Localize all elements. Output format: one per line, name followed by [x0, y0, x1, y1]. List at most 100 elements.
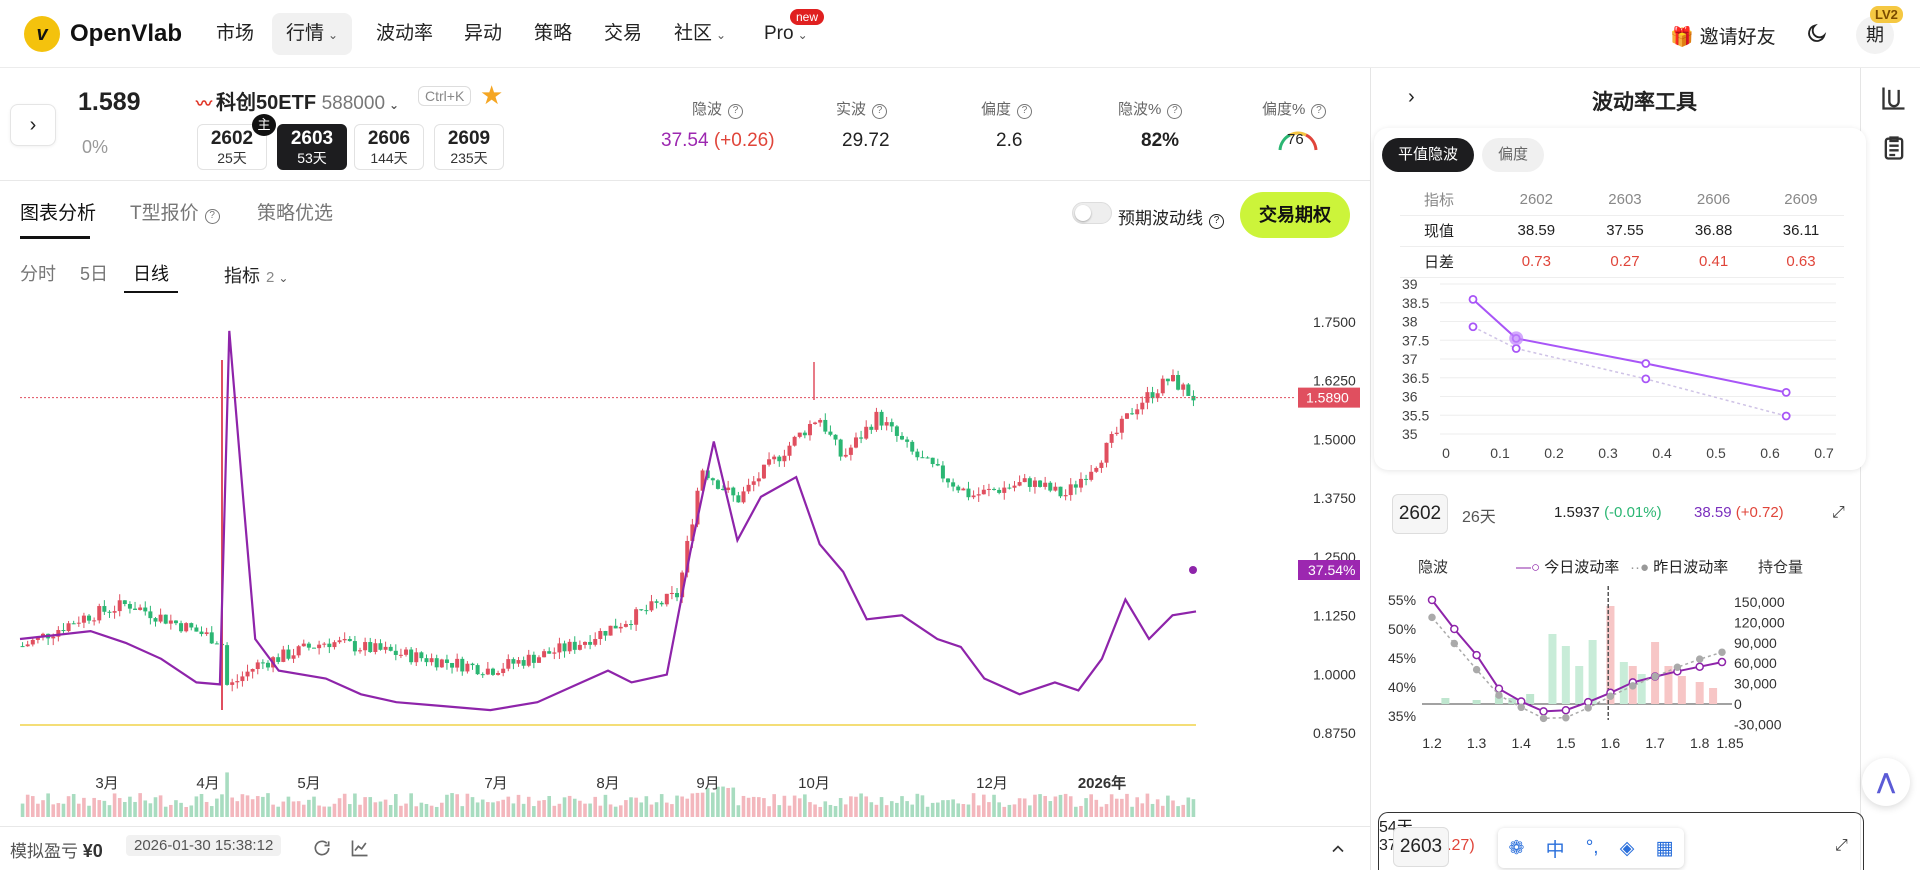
chevron-down-icon: ⌄	[389, 98, 400, 112]
ime-toolbar[interactable]: ❁ 中 °, ◈ ▦	[1498, 828, 1684, 868]
candle	[347, 638, 352, 642]
favorite-star-icon[interactable]: ★	[480, 80, 504, 110]
ime-lang[interactable]: 中	[1545, 839, 1565, 861]
sim-pnl[interactable]: 模拟盈亏 ¥0	[10, 841, 103, 861]
ime-grid-icon[interactable]: ▦	[1655, 837, 1674, 859]
volume-bar	[976, 805, 981, 817]
candle	[358, 650, 363, 652]
help-icon[interactable]: ?	[1017, 104, 1033, 119]
legend-today[interactable]: —○ 今日波动率	[1516, 559, 1620, 576]
volume-bar	[879, 797, 884, 817]
collapse-panel-icon[interactable]: ›	[1408, 86, 1415, 108]
candle	[685, 540, 690, 573]
volume-bar	[235, 801, 240, 817]
volume-bar	[255, 796, 260, 817]
logo-text[interactable]: OpenVlab	[70, 20, 183, 47]
volume-bar	[864, 796, 869, 817]
help-icon[interactable]: ?	[204, 209, 220, 224]
volume-bar	[695, 792, 700, 817]
tab-strategy-picks[interactable]: 策略优选	[257, 203, 334, 224]
symbol-selector[interactable]: 〰科创50ETF 588000 ⌄	[196, 92, 400, 114]
expiry-card-2603: 2603 54天 37.55 (+0.27) ⤢	[1378, 812, 1864, 870]
nav-pro[interactable]: Pro ⌄	[764, 23, 808, 44]
volume-bar	[690, 793, 695, 817]
indicator-selector[interactable]: 指标 2 ⌄	[224, 266, 289, 286]
volume-bar	[281, 801, 286, 817]
help-icon[interactable]: ?	[1311, 104, 1327, 119]
nav-quotes[interactable]: 行情 ⌄	[272, 13, 353, 55]
forecast-vol-toggle[interactable]	[1072, 202, 1112, 224]
nav-volatility[interactable]: 波动率	[376, 23, 434, 44]
pill-atm-iv[interactable]: 平值隐波	[1382, 138, 1475, 172]
volume-bar	[496, 801, 500, 817]
expiry-chip[interactable]: 2603	[1393, 827, 1449, 867]
expiry-tab-2609[interactable]: 2609 235天	[434, 124, 504, 170]
x-tick-label: 1.4	[1511, 735, 1531, 751]
help-icon[interactable]: ?	[1167, 104, 1183, 119]
ime-punct[interactable]: °,	[1585, 837, 1599, 858]
logo-icon[interactable]: v	[24, 16, 60, 52]
expiry-tab-2603[interactable]: 2603 53天	[277, 124, 347, 170]
candle	[649, 601, 654, 611]
smile-right-axis-label: 持仓量	[1758, 559, 1804, 576]
nav-market[interactable]: 市场	[216, 23, 255, 44]
volume-bar	[654, 802, 659, 817]
clipboard-icon[interactable]	[1880, 134, 1908, 162]
nav-trade[interactable]: 交易	[604, 23, 643, 44]
volume-bar	[322, 806, 327, 817]
help-icon[interactable]: ?	[728, 104, 744, 119]
yesterday-iv-line	[1431, 616, 1723, 720]
period-intraday[interactable]: 分时	[20, 264, 56, 284]
candle	[833, 434, 838, 440]
period-5day[interactable]: 5日	[80, 264, 109, 284]
nav-community[interactable]: 社区 ⌄	[674, 23, 727, 44]
chart-tool-icon[interactable]	[1880, 84, 1908, 112]
help-icon[interactable]: ?	[1209, 214, 1224, 229]
volume-bar	[542, 800, 546, 817]
dark-mode-icon[interactable]	[1806, 22, 1828, 44]
tab-chart-analysis[interactable]: 图表分析	[20, 203, 97, 224]
candle	[613, 625, 618, 629]
volume-bar	[1145, 793, 1150, 817]
volume-bar	[757, 797, 761, 817]
volume-bar	[158, 795, 163, 817]
tab-t-quote[interactable]: T型报价?	[130, 198, 220, 225]
volume-bar	[429, 805, 434, 817]
legend-yesterday[interactable]: ··● 昨日波动率	[1630, 559, 1729, 576]
volume-bar	[1120, 798, 1124, 817]
candle	[751, 481, 756, 485]
candle	[404, 649, 409, 655]
invite-friends-button[interactable]: 🎁 邀请好友	[1670, 27, 1776, 48]
chevron-down-icon: ⌄	[716, 28, 727, 42]
volume-bar	[726, 787, 730, 817]
vol-smile-chart[interactable]: 55% 50% 45% 40% 35% 150,000 120,000 90,000 60,00…	[1382, 578, 1792, 758]
nav-strategy[interactable]: 策略	[534, 23, 573, 44]
candle	[301, 643, 306, 647]
assistant-fab[interactable]: ⋀	[1862, 758, 1910, 806]
candle	[1165, 378, 1170, 382]
period-daily[interactable]: 日线	[133, 264, 169, 284]
ime-logo-icon[interactable]: ❁	[1508, 837, 1525, 859]
volume-bar	[112, 793, 117, 817]
trade-options-button[interactable]: 交易期权	[1240, 192, 1350, 238]
expand-sidebar-button[interactable]: ›	[10, 104, 56, 146]
volume-bar	[1038, 794, 1042, 817]
term-structure-chart[interactable]: 39 38.5 38 37.5 37 36.5 36 35.5 35 0 0.1 0.2 0.3 0.4 0…	[1396, 274, 1836, 464]
expiry-tab-2606[interactable]: 2606 144天	[354, 124, 424, 170]
pill-skew[interactable]: 偏度	[1482, 138, 1545, 172]
fullscreen-icon[interactable]: ⤢	[1832, 504, 1845, 521]
expiry-chip[interactable]: 2602	[1392, 494, 1448, 534]
chevron-up-icon[interactable]	[1328, 839, 1348, 859]
help-icon[interactable]: ?	[872, 104, 888, 119]
candle	[1114, 432, 1119, 435]
ime-skin-icon[interactable]: ◈	[1619, 837, 1635, 859]
line-chart-icon[interactable]	[350, 838, 370, 858]
nav-movement[interactable]: 异动	[464, 23, 503, 44]
fullscreen-icon[interactable]: ⤢	[1835, 837, 1848, 854]
candle	[388, 646, 393, 651]
volume-bar	[516, 794, 521, 817]
candle	[726, 487, 731, 491]
price-iv-chart[interactable]: 1.75001.62501.50001.37501.25001.12501.00…	[0, 300, 1370, 820]
refresh-icon[interactable]	[312, 838, 332, 858]
volume-bar	[143, 800, 148, 817]
